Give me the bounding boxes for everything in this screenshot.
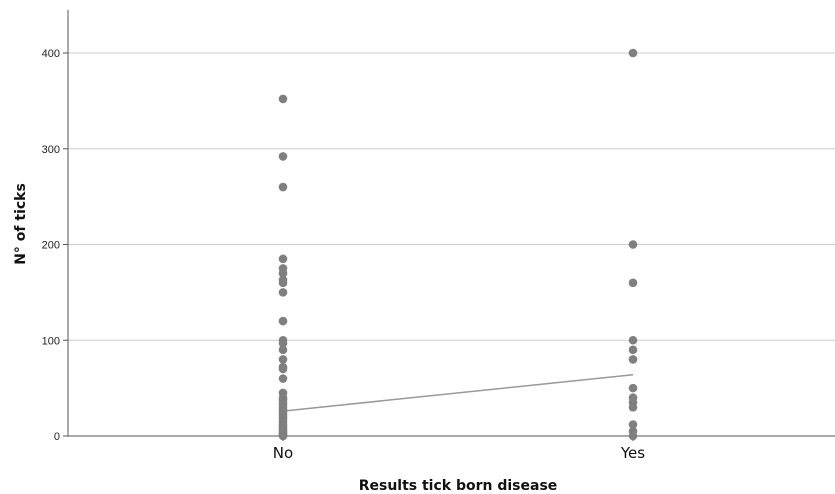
y-tick-label: 200 xyxy=(42,240,60,252)
data-point-no xyxy=(278,316,288,326)
x-tick-label: Yes xyxy=(620,444,645,462)
data-point-yes xyxy=(628,240,638,249)
trend-line xyxy=(282,373,634,412)
data-point-yes xyxy=(628,402,638,412)
y-tick-label: 300 xyxy=(42,144,60,156)
y-tick-label: 400 xyxy=(42,48,60,60)
data-point-no xyxy=(278,182,288,192)
x-axis-title: Results tick born disease xyxy=(359,478,558,494)
x-tick-label: No xyxy=(273,444,293,462)
data-point-yes xyxy=(628,383,638,393)
data-point-yes xyxy=(628,345,638,355)
data-point-no xyxy=(278,254,288,264)
y-tick-labels: 0 100 200 300 400 xyxy=(42,48,68,443)
x-tick-labels: No Yes xyxy=(273,436,645,462)
data-point-yes xyxy=(628,335,638,345)
grid-lines xyxy=(68,52,835,341)
data-point-yes xyxy=(628,48,638,58)
data-point-no xyxy=(278,278,288,288)
data-point-no xyxy=(278,338,288,348)
data-point-yes xyxy=(628,355,638,364)
y-axis-title: N° of ticks xyxy=(13,183,29,265)
data-point-no xyxy=(278,355,288,364)
y-tick-label: 0 xyxy=(54,431,60,443)
trend-line-segment xyxy=(282,373,634,412)
data-point-no xyxy=(278,94,288,104)
data-point-yes xyxy=(628,278,638,288)
data-point-no xyxy=(278,374,288,383)
data-point-no xyxy=(278,268,288,278)
data-point-yes xyxy=(628,431,638,441)
data-point-no xyxy=(278,431,288,441)
data-point-no xyxy=(278,345,288,355)
y-tick-label: 100 xyxy=(42,335,60,347)
data-point-no xyxy=(278,364,288,374)
data-point-no xyxy=(278,288,288,297)
data-point-yes xyxy=(628,420,638,429)
data-points xyxy=(278,48,638,441)
data-point-no xyxy=(278,152,288,161)
